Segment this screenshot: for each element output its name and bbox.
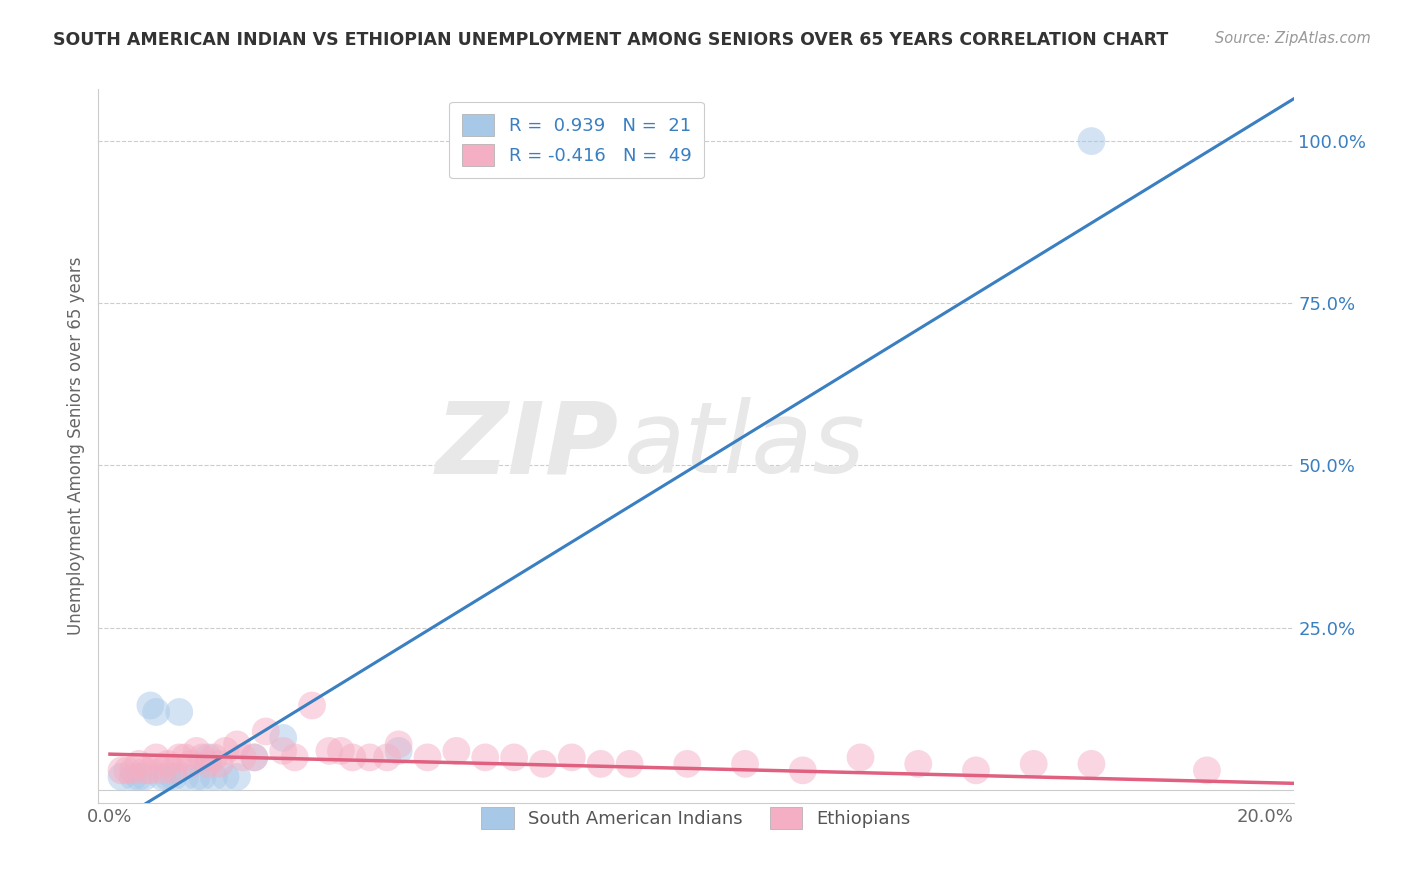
Point: [388, 738, 411, 752]
Point: [208, 756, 231, 771]
Point: [139, 764, 162, 778]
Point: [271, 731, 294, 745]
Point: [1080, 134, 1102, 148]
Point: [117, 764, 139, 778]
Point: [329, 744, 352, 758]
Point: [145, 750, 167, 764]
Text: SOUTH AMERICAN INDIAN VS ETHIOPIAN UNEMPLOYMENT AMONG SENIORS OVER 65 YEARS CORR: SOUTH AMERICAN INDIAN VS ETHIOPIAN UNEMP…: [53, 31, 1168, 49]
Point: [191, 770, 214, 784]
Point: [1195, 764, 1218, 778]
Point: [128, 770, 150, 784]
Point: [619, 756, 641, 771]
Point: [474, 750, 496, 764]
Point: [342, 750, 364, 764]
Point: [1022, 756, 1045, 771]
Point: [561, 750, 583, 764]
Point: [359, 750, 381, 764]
Point: [150, 764, 173, 778]
Point: [197, 750, 219, 764]
Point: [139, 698, 162, 713]
Point: [271, 744, 294, 758]
Y-axis label: Unemployment Among Seniors over 65 years: Unemployment Among Seniors over 65 years: [66, 257, 84, 635]
Legend: South American Indians, Ethiopians: South American Indians, Ethiopians: [474, 800, 918, 837]
Point: [150, 770, 173, 784]
Point: [191, 750, 214, 764]
Point: [589, 756, 612, 771]
Point: [734, 756, 756, 771]
Point: [301, 698, 323, 713]
Point: [134, 770, 156, 784]
Point: [226, 770, 249, 784]
Point: [416, 750, 439, 764]
Point: [318, 744, 340, 758]
Point: [214, 770, 236, 784]
Point: [388, 744, 411, 758]
Point: [243, 750, 266, 764]
Point: [284, 750, 307, 764]
Point: [243, 750, 266, 764]
Point: [202, 750, 225, 764]
Point: [122, 764, 145, 778]
Point: [531, 756, 554, 771]
Point: [122, 770, 145, 784]
Point: [849, 750, 872, 764]
Point: [226, 738, 249, 752]
Point: [174, 750, 197, 764]
Point: [174, 770, 197, 784]
Point: [162, 770, 184, 784]
Point: [446, 744, 468, 758]
Text: Source: ZipAtlas.com: Source: ZipAtlas.com: [1215, 31, 1371, 46]
Point: [110, 764, 132, 778]
Point: [167, 750, 190, 764]
Point: [202, 770, 225, 784]
Point: [110, 770, 132, 784]
Point: [214, 744, 236, 758]
Point: [197, 756, 219, 771]
Point: [676, 756, 699, 771]
Point: [145, 705, 167, 719]
Point: [232, 750, 254, 764]
Point: [186, 744, 208, 758]
Point: [180, 756, 202, 771]
Point: [792, 764, 814, 778]
Text: ZIP: ZIP: [436, 398, 619, 494]
Point: [186, 770, 208, 784]
Point: [254, 724, 277, 739]
Point: [503, 750, 526, 764]
Point: [134, 764, 156, 778]
Point: [907, 756, 929, 771]
Point: [156, 756, 179, 771]
Point: [167, 705, 190, 719]
Point: [162, 764, 184, 778]
Point: [156, 770, 179, 784]
Text: atlas: atlas: [624, 398, 866, 494]
Point: [965, 764, 987, 778]
Point: [375, 750, 398, 764]
Point: [128, 756, 150, 771]
Point: [1080, 756, 1102, 771]
